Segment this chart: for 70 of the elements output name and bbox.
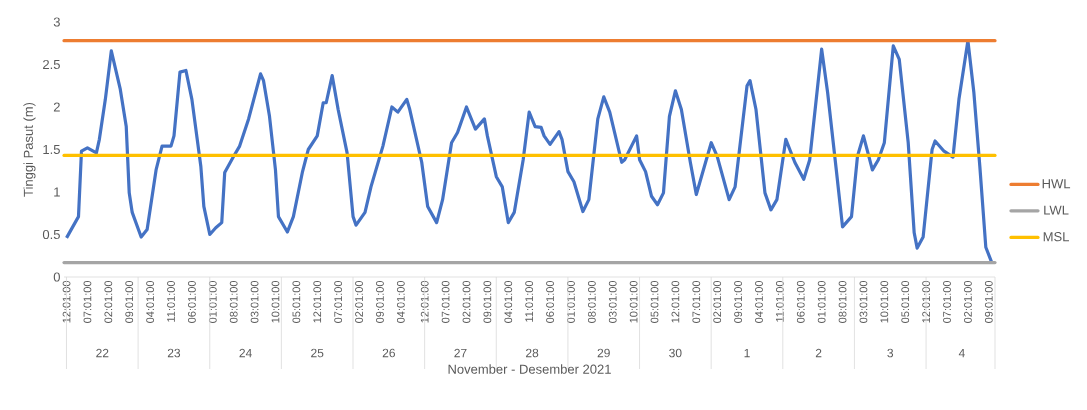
- x-tick-label: 07:01:00: [334, 280, 343, 323]
- x-tick-label: 09:01:00: [734, 280, 742, 323]
- y-tick-label: 2.5: [43, 59, 60, 70]
- x-tick-label: 03:01:00: [859, 280, 868, 323]
- legend-label: MSL: [1043, 232, 1069, 242]
- y-tick-label: 2: [53, 102, 60, 112]
- y-tick-label: 0.5: [42, 229, 60, 240]
- x-tick-label: 05:01:00: [901, 280, 910, 323]
- x-tick-label: 07:01:00: [441, 280, 450, 323]
- x-tick-label: 09:01:00: [984, 280, 993, 323]
- x-tick-label: 02:01:00: [964, 280, 972, 323]
- x-tick-label: 02:01:00: [462, 280, 471, 323]
- x-tick-label: 12:01:00: [62, 280, 71, 323]
- legend-label: LWL: [1044, 205, 1069, 215]
- x-tick-label: 06:01:00: [546, 280, 554, 323]
- text: 29: [597, 348, 610, 358]
- x-tick-label: 08:01:00: [229, 280, 238, 323]
- x-tick-label: 12:01:00: [922, 280, 931, 323]
- text: 30: [669, 348, 682, 358]
- text: 25: [311, 348, 324, 358]
- x-tick-label: 01:01:00: [208, 280, 217, 323]
- x-tick-label: 06:01:00: [796, 280, 805, 323]
- x-tick-label: 04:01:00: [396, 280, 405, 323]
- x-tick-label: 02:01:00: [355, 280, 363, 323]
- text: 24: [239, 348, 252, 358]
- x-axis-title: November - Desember 2021: [448, 364, 611, 374]
- x-tick-label: 05:01:00: [650, 280, 659, 323]
- x-tick-label: 09:01:00: [483, 280, 492, 323]
- x-tick-label: 06:01:00: [188, 280, 196, 323]
- x-tick-label: 10:01:00: [629, 280, 638, 323]
- text: 2: [815, 348, 822, 358]
- x-tick-label: 07:01:00: [943, 280, 951, 323]
- x-tick-label: 08:01:00: [587, 280, 596, 323]
- x-tick-label: 12:01:00: [420, 280, 429, 323]
- y-tick-label: 1: [54, 187, 60, 197]
- y-tick-label: 3: [53, 17, 60, 27]
- text: 1: [744, 348, 750, 358]
- text: 3: [887, 348, 894, 358]
- text: 23: [167, 348, 181, 358]
- y-axis-title: Tinggi Pasut (m): [23, 102, 36, 197]
- x-tick-label: 04:01:00: [146, 280, 154, 323]
- x-tick-label: 11:01:00: [167, 280, 175, 322]
- x-tick-label: 07:01:00: [83, 280, 92, 323]
- text: 4: [958, 348, 965, 358]
- x-tick-label: 12:01:00: [671, 280, 680, 323]
- x-tick-label: 03:01:00: [608, 280, 617, 323]
- text: 28: [526, 348, 539, 358]
- text: 26: [382, 348, 395, 358]
- x-tick-label: 02:01:00: [713, 280, 722, 323]
- y-tick-label: 0: [53, 272, 60, 282]
- x-tick-label: 01:01:00: [567, 280, 575, 323]
- text: 27: [454, 348, 467, 358]
- x-tick-label: 05:01:00: [292, 280, 301, 323]
- x-tick-label: 02:01:00: [104, 280, 113, 323]
- x-tick-label: 04:01:00: [504, 280, 513, 323]
- x-tick-label: 09:01:00: [376, 280, 384, 323]
- x-tick-label: 08:01:00: [838, 280, 847, 323]
- x-tick-label: 04:01:00: [755, 280, 763, 323]
- x-tick-label: 11:01:00: [775, 280, 784, 322]
- x-tick-label: 12:01:00: [313, 280, 322, 323]
- legend-label: HWL: [1042, 179, 1071, 189]
- x-tick-label: 10:01:00: [880, 280, 889, 323]
- x-tick-label: 10:01:00: [271, 280, 280, 323]
- x-tick-label: 11:01:00: [525, 280, 534, 322]
- x-tick-label: 09:01:00: [125, 280, 134, 323]
- x-tick-label: 01:01:00: [817, 280, 826, 323]
- text: 22: [96, 348, 109, 358]
- y-tick-label: 1.5: [43, 144, 60, 155]
- x-tick-label: 03:01:00: [250, 280, 259, 323]
- x-tick-label: 07:01:00: [692, 280, 701, 323]
